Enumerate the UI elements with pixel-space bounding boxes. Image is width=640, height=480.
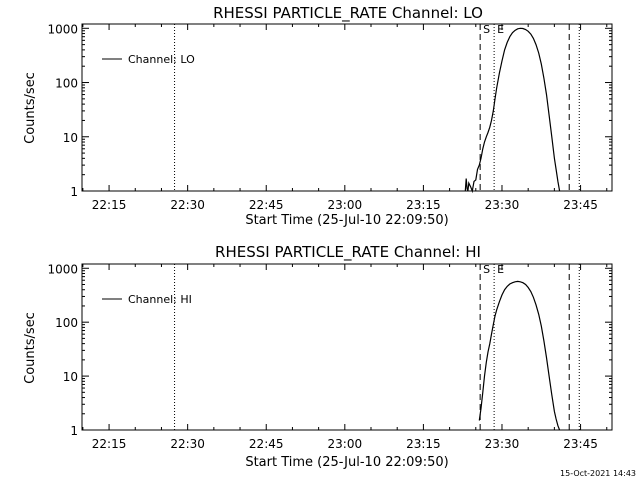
x-tick-label: 22:15	[92, 437, 127, 451]
legend-label: Channel: HI	[128, 293, 192, 306]
x-tick-label: 23:15	[406, 198, 441, 212]
chart-panel-hi: RHESSI PARTICLE_RATE Channel: HI Counts/…	[23, 243, 613, 470]
y-tick-label: 10	[63, 131, 78, 145]
x-tick-label: 23:30	[485, 198, 520, 212]
plot-frame	[81, 23, 613, 192]
plot-frame	[81, 263, 613, 431]
y-tick-label: 100	[55, 316, 78, 330]
x-tick-label: 23:00	[328, 198, 363, 212]
x-tick-label: 22:45	[249, 437, 284, 451]
series-line	[478, 280, 561, 431]
chart-title: RHESSI PARTICLE_RATE Channel: LO	[213, 4, 483, 23]
data-series	[478, 280, 561, 431]
legend: Channel: HI	[102, 293, 192, 306]
x-tick-label: 22:15	[92, 198, 127, 212]
legend: Channel: LO	[102, 53, 195, 66]
y-tick-label: 1000	[47, 262, 78, 276]
x-tick-label: 23:45	[563, 198, 598, 212]
time-marker-label: E	[497, 23, 504, 36]
x-tick-label: 22:30	[170, 437, 205, 451]
data-series	[464, 27, 561, 194]
time-marker-label: S	[483, 23, 490, 36]
legend-label: Channel: LO	[128, 53, 195, 66]
x-axis-label: Start Time (25-Jul-10 22:09:50)	[245, 455, 448, 470]
y-tick-label: 100	[55, 77, 78, 91]
y-tick-label: 10	[63, 370, 78, 384]
x-tick-label: 23:30	[485, 437, 520, 451]
x-tick-label: 22:30	[170, 198, 205, 212]
x-tick-label: 23:00	[328, 437, 363, 451]
axis-ticks: 22:15 22:30 22:45 23:00 23:15 23:30 23:45 1 10 10…	[47, 22, 612, 212]
y-tick-label: 1	[70, 424, 78, 438]
y-axis-label: Counts/sec	[23, 72, 38, 144]
y-tick-label: 1	[70, 185, 78, 199]
x-tick-label: 23:45	[563, 437, 598, 451]
x-axis-label: Start Time (25-Jul-10 22:09:50)	[245, 213, 448, 228]
chart-panel-lo: RHESSI PARTICLE_RATE Channel: LO Counts/…	[23, 4, 613, 228]
x-tick-label: 22:45	[249, 198, 284, 212]
time-marker-label: E	[497, 263, 504, 276]
y-tick-label: 1000	[47, 22, 78, 36]
axis-ticks: 22:15 22:30 22:45 23:00 23:15 23:30 23:45 1 10 10…	[47, 262, 612, 451]
time-marker-label: S	[483, 263, 490, 276]
y-axis-label: Counts/sec	[23, 312, 38, 384]
footer-timestamp: 15-Oct-2021 14:43	[560, 469, 636, 478]
x-tick-label: 23:15	[406, 437, 441, 451]
chart-title: RHESSI PARTICLE_RATE Channel: HI	[215, 243, 481, 262]
series-line	[464, 27, 561, 194]
